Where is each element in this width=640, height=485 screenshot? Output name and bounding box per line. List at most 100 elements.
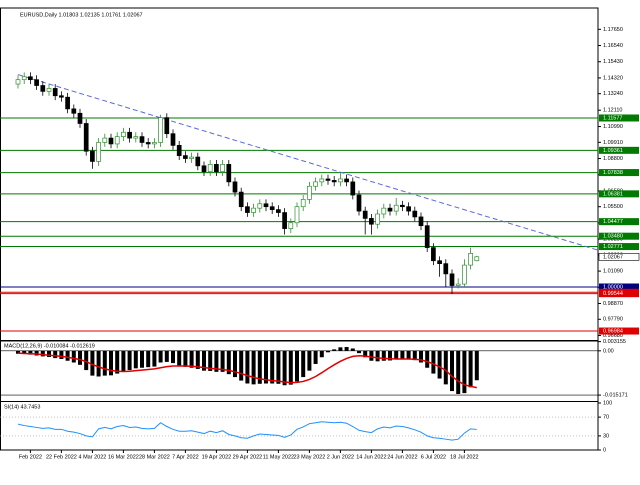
y-tick-label: -0.015171 bbox=[603, 393, 628, 399]
macd-bar bbox=[257, 350, 262, 384]
macd-bar bbox=[226, 350, 231, 375]
candle-body bbox=[381, 207, 387, 215]
y-tick-label: 100 bbox=[603, 400, 612, 406]
candle-body bbox=[214, 164, 219, 173]
macd-bar bbox=[109, 350, 113, 376]
candle-body bbox=[362, 210, 368, 219]
candle-body bbox=[437, 260, 442, 264]
level-label-box bbox=[599, 232, 639, 240]
x-tick-label: 22 Feb 2022 bbox=[46, 454, 77, 460]
y-tick-label: 0.97790 bbox=[603, 317, 623, 323]
candle-body bbox=[406, 206, 411, 212]
x-tick-label: 23 May 2022 bbox=[293, 454, 325, 460]
x-tick-label: 28 Mar 2022 bbox=[139, 454, 170, 460]
macd-bar bbox=[456, 350, 461, 394]
macd-bar bbox=[208, 350, 213, 371]
macd-bar bbox=[468, 350, 473, 388]
macd-bar bbox=[177, 350, 182, 366]
macd-bar bbox=[251, 350, 256, 385]
candle-body bbox=[238, 191, 244, 208]
signal-line bbox=[17, 352, 477, 389]
x-tick-label: 14 Jun 2022 bbox=[356, 454, 386, 460]
candle-body bbox=[344, 178, 349, 183]
candle-body bbox=[158, 117, 163, 143]
macd-bar bbox=[394, 350, 399, 359]
y-tick-label: 1.01090 bbox=[603, 269, 623, 275]
candle-body bbox=[83, 123, 89, 152]
x-tick-label: 11 May 2022 bbox=[263, 454, 294, 460]
macd-bar bbox=[450, 350, 454, 392]
macd-bar bbox=[158, 350, 163, 363]
macd-bar bbox=[344, 347, 349, 351]
candle-body bbox=[15, 79, 21, 85]
y-tick-label: 30 bbox=[603, 433, 609, 439]
level-label-box bbox=[599, 218, 639, 226]
level-label: 0.96984 bbox=[603, 328, 623, 334]
macd-bar bbox=[357, 350, 361, 354]
macd-bar bbox=[140, 350, 144, 368]
candle-body bbox=[108, 137, 114, 145]
macd-bar bbox=[332, 349, 337, 351]
candle-body bbox=[282, 212, 287, 229]
candle-body bbox=[59, 95, 64, 98]
level-label-box bbox=[599, 243, 639, 251]
macd-bar bbox=[22, 350, 27, 355]
macd-bar bbox=[65, 350, 70, 361]
macd-bar bbox=[40, 350, 45, 357]
x-tick-label: 2 Jun 2022 bbox=[327, 454, 354, 460]
y-tick-label: 1.12110 bbox=[603, 108, 622, 114]
macd-bar bbox=[189, 350, 194, 368]
candle-body bbox=[269, 206, 275, 210]
macd-bar bbox=[47, 350, 51, 357]
macd-bar bbox=[264, 350, 268, 384]
candle-body bbox=[133, 136, 139, 139]
candle-body bbox=[393, 204, 399, 212]
x-tick-label: 7 Apr 2022 bbox=[172, 454, 199, 460]
y-tick-label: 1.08800 bbox=[603, 156, 623, 162]
candle-body bbox=[34, 79, 39, 86]
y-tick-label: 0.003155 bbox=[603, 339, 626, 345]
candle-body bbox=[65, 96, 70, 110]
candle-body bbox=[455, 283, 461, 286]
level-label: 0.99544 bbox=[603, 291, 623, 297]
level-label: 1.00000 bbox=[603, 284, 623, 290]
x-tick-label: Feb 2022 bbox=[19, 454, 42, 460]
macd-bar bbox=[437, 350, 442, 379]
candle-body bbox=[319, 178, 325, 183]
candle-body bbox=[449, 273, 455, 286]
level-label-box bbox=[599, 290, 639, 298]
macd-bar bbox=[295, 350, 299, 382]
x-tick-label: 6 Jul 2022 bbox=[421, 454, 446, 460]
candle-body bbox=[251, 207, 256, 213]
macd-bar bbox=[419, 350, 423, 363]
candle-body bbox=[232, 181, 238, 193]
x-tick-label: 18 Jul 2022 bbox=[450, 454, 478, 460]
macd-bar bbox=[319, 350, 324, 358]
level-label: 1.09361 bbox=[603, 148, 623, 154]
macd-bar bbox=[375, 350, 380, 362]
y-tick-label: 1.09910 bbox=[603, 140, 623, 146]
y-tick-label: 1.05500 bbox=[603, 204, 623, 210]
macd-bar bbox=[282, 350, 287, 386]
candle-body bbox=[195, 156, 201, 167]
macd-bar bbox=[431, 350, 436, 374]
candle-body bbox=[21, 76, 27, 81]
macd-bar bbox=[412, 350, 417, 361]
macd-bar bbox=[53, 350, 58, 359]
macd-bar bbox=[115, 350, 120, 374]
y-tick-label: 1.13240 bbox=[603, 91, 623, 97]
candle-body bbox=[114, 136, 120, 145]
candle-body bbox=[40, 85, 46, 92]
level-label-box bbox=[599, 169, 639, 177]
candle-body bbox=[28, 76, 33, 81]
candle-body bbox=[387, 207, 393, 212]
current-price-label: 1.02067 bbox=[603, 254, 623, 260]
macd-bar bbox=[462, 350, 467, 394]
y-tick-label: 1.15430 bbox=[603, 59, 623, 65]
candle-body bbox=[288, 222, 294, 229]
candle-body bbox=[170, 133, 176, 146]
candle-body bbox=[375, 213, 380, 225]
candle-body bbox=[164, 117, 170, 135]
candle-body bbox=[338, 178, 343, 183]
